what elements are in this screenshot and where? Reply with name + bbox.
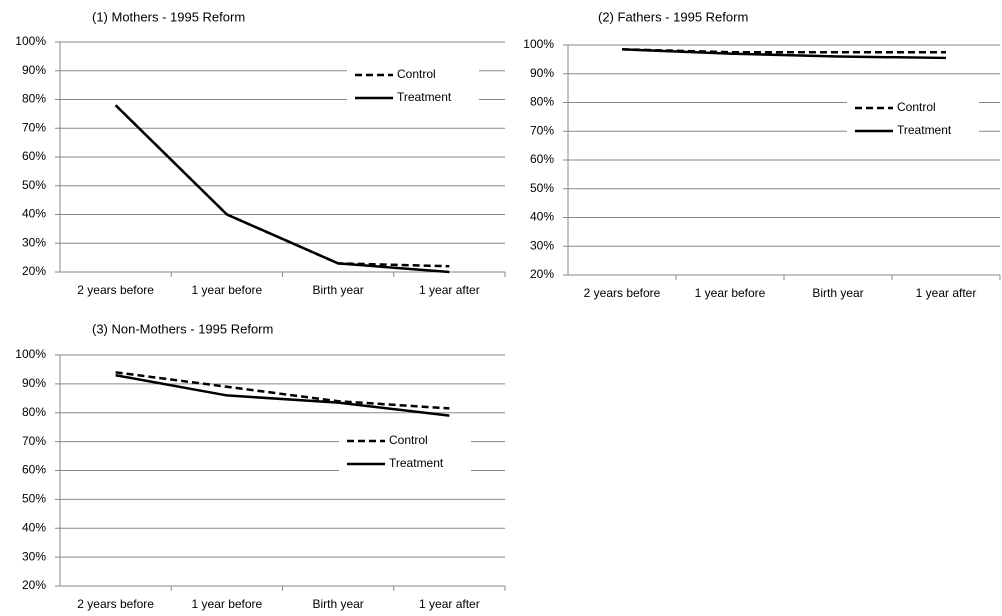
x-tick-label: Birth year [812, 286, 863, 300]
legend-label: Control [389, 433, 428, 447]
legend-label: Control [897, 100, 936, 114]
x-tick-label: 2 years before [77, 597, 154, 611]
legend-background [339, 429, 471, 475]
y-tick-label: 60% [22, 149, 46, 163]
x-tick-label: 2 years before [77, 283, 154, 297]
y-tick-label: 60% [22, 463, 46, 477]
y-tick-label: 60% [530, 152, 554, 166]
y-tick-label: 20% [530, 267, 554, 281]
x-tick-label: 1 year after [419, 283, 480, 297]
x-tick-label: 1 year before [192, 597, 263, 611]
y-tick-label: 70% [22, 120, 46, 134]
y-tick-label: 50% [22, 492, 46, 506]
y-tick-label: 90% [22, 376, 46, 390]
y-tick-label: 90% [22, 63, 46, 77]
data-line [621, 48, 947, 60]
y-tick-label: 50% [22, 178, 46, 192]
data-line [115, 371, 450, 410]
y-tick-label: 80% [22, 92, 46, 106]
y-tick-label: 50% [530, 181, 554, 195]
data-line [621, 48, 946, 54]
y-tick-label: 90% [530, 66, 554, 80]
y-tick-label: 70% [530, 123, 554, 137]
y-tick-label: 100% [15, 34, 46, 48]
y-tick-label: 80% [530, 95, 554, 109]
legend-background [847, 96, 979, 142]
data-line [115, 373, 450, 417]
y-tick-label: 40% [22, 520, 46, 534]
y-tick-label: 20% [22, 264, 46, 278]
y-tick-label: 20% [22, 578, 46, 592]
legend-background [347, 63, 479, 109]
x-tick-label: 2 years before [584, 286, 661, 300]
legend-label: Control [397, 67, 436, 81]
y-tick-label: 80% [22, 405, 46, 419]
y-tick-label: 40% [530, 210, 554, 224]
legend-label: Treatment [389, 456, 444, 470]
x-tick-label: Birth year [312, 597, 363, 611]
y-tick-label: 30% [22, 549, 46, 563]
x-tick-label: Birth year [312, 283, 363, 297]
data-line [114, 104, 450, 274]
chart-title: (3) Non-Mothers - 1995 Reform [92, 321, 273, 336]
y-tick-label: 40% [22, 207, 46, 221]
x-tick-label: 1 year after [916, 286, 977, 300]
chart-title: (2) Fathers - 1995 Reform [598, 9, 748, 24]
legend-label: Treatment [397, 90, 452, 104]
y-tick-label: 70% [22, 434, 46, 448]
y-tick-label: 100% [15, 347, 46, 361]
legend-label: Treatment [897, 123, 952, 137]
x-tick-label: 1 year before [695, 286, 766, 300]
x-tick-label: 1 year after [419, 597, 480, 611]
x-tick-label: 1 year before [192, 283, 263, 297]
chart-title: (1) Mothers - 1995 Reform [92, 9, 245, 24]
y-tick-label: 30% [530, 238, 554, 252]
y-tick-label: 100% [523, 37, 554, 51]
y-tick-label: 30% [22, 235, 46, 249]
